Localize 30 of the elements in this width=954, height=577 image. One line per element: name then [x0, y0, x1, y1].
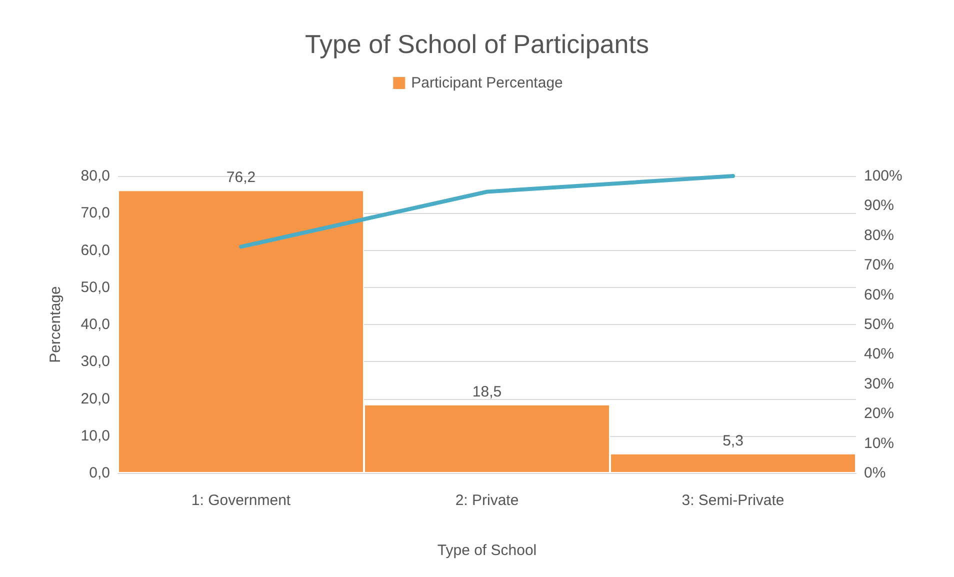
y2-tick-label: 50%: [864, 316, 894, 333]
y2-tick-label: 0%: [864, 464, 886, 482]
y2-tick-label: 60%: [864, 286, 894, 304]
y-tick-label: 20,0: [80, 390, 110, 408]
y2-tick-label: 90%: [864, 197, 894, 214]
legend-label: Participant Percentage: [411, 74, 563, 92]
y2-tick-label: 20%: [864, 405, 894, 422]
y-tick-label: 50,0: [80, 278, 110, 296]
y-tick-label: 80,0: [80, 168, 110, 184]
x-axis-title: Type of School: [437, 542, 537, 559]
y2-tick-label: 80%: [864, 226, 894, 244]
x-tick-label: 2: Private: [455, 492, 519, 509]
y2-tick-label: 10%: [864, 434, 894, 452]
y-tick-label: 40,0: [80, 316, 110, 333]
data-label: 76,2: [226, 169, 256, 186]
y-tick-label: 30,0: [80, 353, 110, 370]
y2-tick-label: 30%: [864, 375, 894, 392]
y2-tick-label: 100%: [864, 168, 902, 184]
data-label: 18,5: [472, 383, 502, 400]
y-tick-label: 60,0: [80, 242, 110, 259]
data-label: 5,3: [722, 432, 744, 450]
x-tick-label: 3: Semi-Private: [682, 492, 784, 509]
y2-tick-label: 70%: [864, 256, 894, 274]
chart-title: Type of School of Participants: [305, 29, 649, 59]
y-tick-label: 10,0: [80, 427, 110, 444]
y-axis-title: Percentage: [47, 286, 64, 363]
x-tick-label: 1: Government: [191, 492, 292, 509]
y-tick-label: 70,0: [80, 204, 110, 222]
y2-tick-label: 40%: [864, 346, 894, 363]
y-tick-label: 0,0: [89, 464, 110, 482]
